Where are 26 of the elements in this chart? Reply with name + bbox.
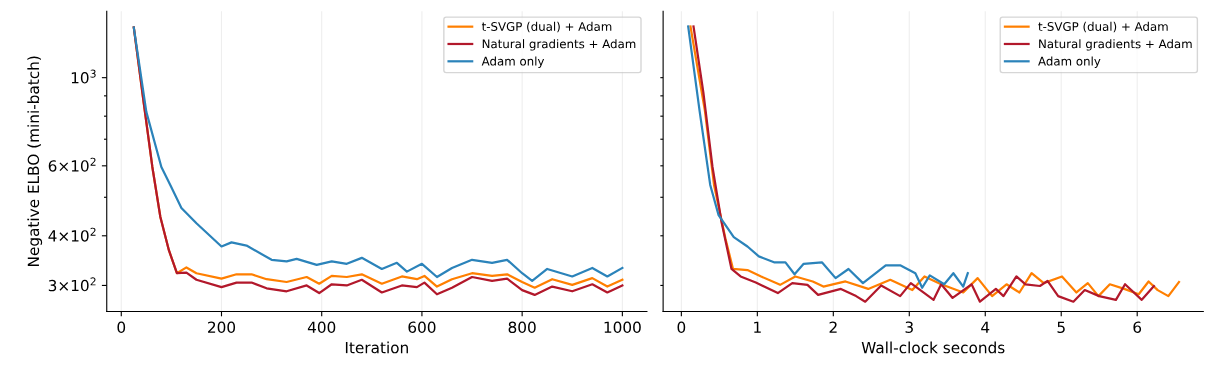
x-tick-label: 400 <box>307 321 336 333</box>
y-tick-label: 10$^{3}$ <box>71 69 96 84</box>
x-tick-label: 600 <box>408 321 436 333</box>
y-tick-label: 6×10$^{2}$ <box>48 157 96 172</box>
legend-label: t-SVGP (dual) + Adam <box>481 21 612 33</box>
x-axis-title: Wall-clock seconds <box>861 341 1005 354</box>
x-tick-label: 800 <box>508 321 536 333</box>
y-tick-label: 4×10$^{2}$ <box>48 227 96 242</box>
legend-label: t-SVGP (dual) + Adam <box>1038 21 1168 33</box>
legend-label: Adam only <box>1038 56 1101 68</box>
y-tick-label: 3×10$^{2}$ <box>48 277 96 292</box>
x-tick-label: 1000 <box>604 321 641 333</box>
x-tick-label: 0 <box>677 321 686 333</box>
y-axis-title: Negative ELBO (mini-batch) <box>27 56 43 266</box>
legend-label: Adam only <box>481 56 545 68</box>
x-axis-title: Iteration <box>345 341 408 354</box>
x-tick-label: 1 <box>754 321 761 333</box>
x-tick-label: 5 <box>1057 321 1065 333</box>
legend-label: Natural gradients + Adam <box>482 39 636 51</box>
x-tick-label: 3 <box>905 321 913 333</box>
legend-label: Natural gradients + Adam <box>1039 39 1192 51</box>
x-tick-label: 2 <box>829 321 837 333</box>
x-tick-label: 4 <box>981 321 990 333</box>
x-tick-label: 6 <box>1133 321 1142 333</box>
x-tick-label: 0 <box>117 321 126 333</box>
x-tick-label: 200 <box>208 321 236 333</box>
